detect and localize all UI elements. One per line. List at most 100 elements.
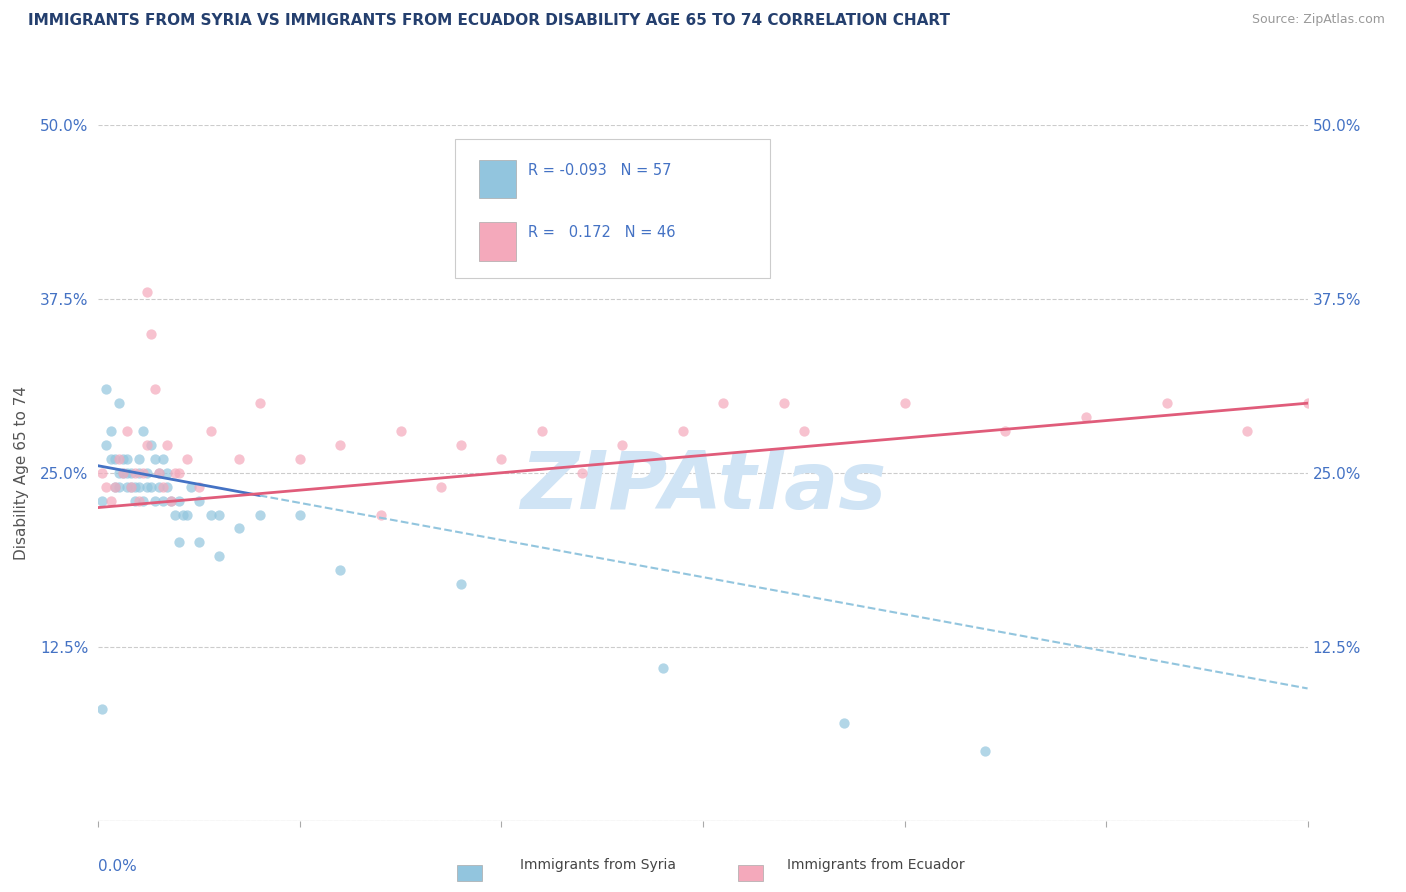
Point <box>167 535 190 549</box>
Point <box>152 451 174 466</box>
Text: R = -0.093   N = 57: R = -0.093 N = 57 <box>527 162 671 178</box>
Text: IMMIGRANTS FROM SYRIA VS IMMIGRANTS FROM ECUADOR DISABILITY AGE 65 TO 74 CORRELA: IMMIGRANTS FROM SYRIA VS IMMIGRANTS FROM… <box>28 13 950 29</box>
Point <box>100 493 122 508</box>
Point <box>156 438 179 452</box>
Point <box>120 480 142 494</box>
Text: R =   0.172   N = 46: R = 0.172 N = 46 <box>527 225 675 240</box>
Point <box>91 702 114 716</box>
Point <box>111 466 134 480</box>
Point <box>249 396 271 410</box>
Point <box>139 438 162 452</box>
Point <box>450 438 472 452</box>
Point <box>530 424 553 438</box>
Point <box>100 424 122 438</box>
FancyBboxPatch shape <box>479 222 516 260</box>
Point <box>148 466 170 480</box>
Point <box>143 493 166 508</box>
Point <box>143 451 166 466</box>
Point <box>120 480 142 494</box>
Point <box>180 480 202 494</box>
Point <box>128 493 150 508</box>
Point <box>176 508 198 522</box>
Point <box>115 424 138 438</box>
Point <box>152 493 174 508</box>
Point <box>208 549 231 564</box>
Point <box>148 480 170 494</box>
Point <box>135 285 157 299</box>
Point <box>160 493 183 508</box>
Point <box>188 535 211 549</box>
Point <box>172 508 194 522</box>
Point <box>1236 424 1258 438</box>
Point <box>672 424 695 438</box>
Point <box>143 382 166 396</box>
Point <box>132 424 155 438</box>
Point <box>124 493 146 508</box>
Point <box>167 466 190 480</box>
Point <box>120 466 142 480</box>
Point <box>132 466 155 480</box>
Point <box>208 508 231 522</box>
Point <box>163 466 186 480</box>
Point <box>793 424 815 438</box>
Point <box>1296 396 1319 410</box>
Point <box>152 480 174 494</box>
Point <box>160 493 183 508</box>
Point <box>111 451 134 466</box>
Text: Immigrants from Ecuador: Immigrants from Ecuador <box>787 858 965 872</box>
Point <box>329 563 352 577</box>
Point <box>329 438 352 452</box>
Point <box>156 466 179 480</box>
Point <box>115 466 138 480</box>
Point <box>115 451 138 466</box>
Point <box>571 466 593 480</box>
Point <box>107 480 129 494</box>
Point <box>893 396 915 410</box>
Point <box>711 396 734 410</box>
Point <box>228 521 250 535</box>
Point <box>135 438 157 452</box>
Point <box>200 508 222 522</box>
FancyBboxPatch shape <box>456 139 769 278</box>
Point <box>91 466 114 480</box>
Point <box>832 716 855 731</box>
Point <box>107 466 129 480</box>
Point <box>176 451 198 466</box>
Point <box>139 326 162 341</box>
Point <box>188 493 211 508</box>
Point <box>135 480 157 494</box>
Point <box>450 577 472 591</box>
Point <box>188 480 211 494</box>
Point <box>148 466 170 480</box>
Point <box>389 424 412 438</box>
Point <box>103 480 125 494</box>
Point <box>167 493 190 508</box>
Point <box>128 451 150 466</box>
Point <box>139 480 162 494</box>
Point <box>115 480 138 494</box>
Point <box>163 508 186 522</box>
Point <box>1156 396 1178 410</box>
Point <box>612 438 634 452</box>
Point <box>249 508 271 522</box>
Point <box>96 382 118 396</box>
Point <box>124 480 146 494</box>
Point <box>103 480 125 494</box>
Point <box>111 466 134 480</box>
Point <box>491 451 513 466</box>
Point <box>156 480 179 494</box>
Point <box>96 480 118 494</box>
Text: Source: ZipAtlas.com: Source: ZipAtlas.com <box>1251 13 1385 27</box>
Point <box>430 480 453 494</box>
Point <box>288 508 311 522</box>
Point <box>107 451 129 466</box>
Point <box>228 451 250 466</box>
Point <box>107 396 129 410</box>
Point <box>128 466 150 480</box>
FancyBboxPatch shape <box>479 160 516 198</box>
Point <box>100 451 122 466</box>
Point <box>651 660 673 674</box>
Point <box>772 396 794 410</box>
Point <box>370 508 392 522</box>
Text: ZIPAtlas: ZIPAtlas <box>520 448 886 525</box>
